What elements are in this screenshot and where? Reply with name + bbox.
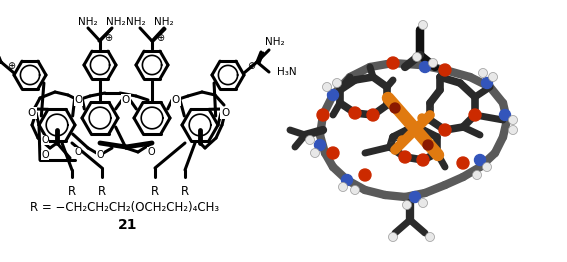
Text: NH₂: NH₂ — [126, 17, 146, 27]
Circle shape — [359, 169, 371, 181]
Circle shape — [341, 174, 353, 185]
Circle shape — [327, 147, 339, 159]
Text: ⊕: ⊕ — [7, 61, 15, 71]
Circle shape — [500, 110, 510, 121]
Text: R: R — [98, 185, 106, 198]
Circle shape — [306, 135, 315, 145]
Text: NH₂: NH₂ — [154, 17, 174, 27]
Text: O: O — [96, 150, 104, 160]
Circle shape — [388, 232, 397, 242]
Circle shape — [398, 136, 406, 144]
Circle shape — [439, 124, 451, 136]
Circle shape — [483, 162, 492, 172]
Circle shape — [399, 151, 411, 163]
Text: NH₂: NH₂ — [265, 37, 285, 47]
Text: R = −CH₂CH₂CH₂(OCH₂CH₂)₄CH₃: R = −CH₂CH₂CH₂(OCH₂CH₂)₄CH₃ — [30, 200, 219, 214]
Circle shape — [423, 140, 433, 150]
Circle shape — [418, 114, 426, 122]
Text: ⊕: ⊕ — [104, 33, 112, 43]
Text: O: O — [74, 95, 83, 105]
Circle shape — [349, 107, 361, 119]
Circle shape — [481, 78, 493, 89]
Text: O: O — [122, 95, 130, 105]
Circle shape — [429, 58, 438, 68]
Circle shape — [367, 109, 379, 121]
Circle shape — [489, 73, 497, 81]
Circle shape — [311, 149, 319, 157]
Circle shape — [420, 62, 430, 73]
Text: O: O — [28, 108, 36, 118]
Text: R: R — [181, 185, 189, 198]
Circle shape — [472, 171, 481, 179]
Circle shape — [479, 68, 488, 78]
Circle shape — [475, 155, 485, 166]
Text: O: O — [41, 135, 49, 145]
Text: R: R — [68, 185, 76, 198]
Circle shape — [509, 125, 518, 134]
Circle shape — [387, 57, 399, 69]
Text: ⊕: ⊕ — [247, 61, 255, 71]
Text: O: O — [41, 150, 49, 160]
Circle shape — [425, 232, 434, 242]
Circle shape — [317, 109, 329, 121]
Text: O: O — [221, 108, 229, 118]
Circle shape — [509, 116, 518, 124]
Text: R: R — [151, 185, 159, 198]
Circle shape — [409, 192, 421, 203]
Text: H₃N: H₃N — [277, 67, 297, 77]
Circle shape — [418, 199, 428, 208]
Circle shape — [315, 139, 325, 150]
Circle shape — [439, 64, 451, 76]
Text: O: O — [172, 95, 180, 105]
Text: O: O — [74, 147, 82, 157]
Circle shape — [469, 109, 481, 121]
Circle shape — [332, 79, 341, 88]
Circle shape — [418, 20, 428, 30]
Circle shape — [403, 200, 412, 210]
Circle shape — [338, 183, 348, 192]
Circle shape — [328, 90, 338, 101]
Circle shape — [457, 157, 469, 169]
Text: 21: 21 — [119, 218, 138, 232]
Circle shape — [390, 103, 400, 113]
Circle shape — [413, 52, 421, 62]
Circle shape — [350, 185, 359, 194]
Circle shape — [417, 154, 429, 166]
Text: NH₂: NH₂ — [78, 17, 98, 27]
Text: ⊕: ⊕ — [156, 33, 164, 43]
Text: NH₂: NH₂ — [106, 17, 126, 27]
Circle shape — [323, 83, 332, 91]
Text: O: O — [147, 147, 155, 157]
